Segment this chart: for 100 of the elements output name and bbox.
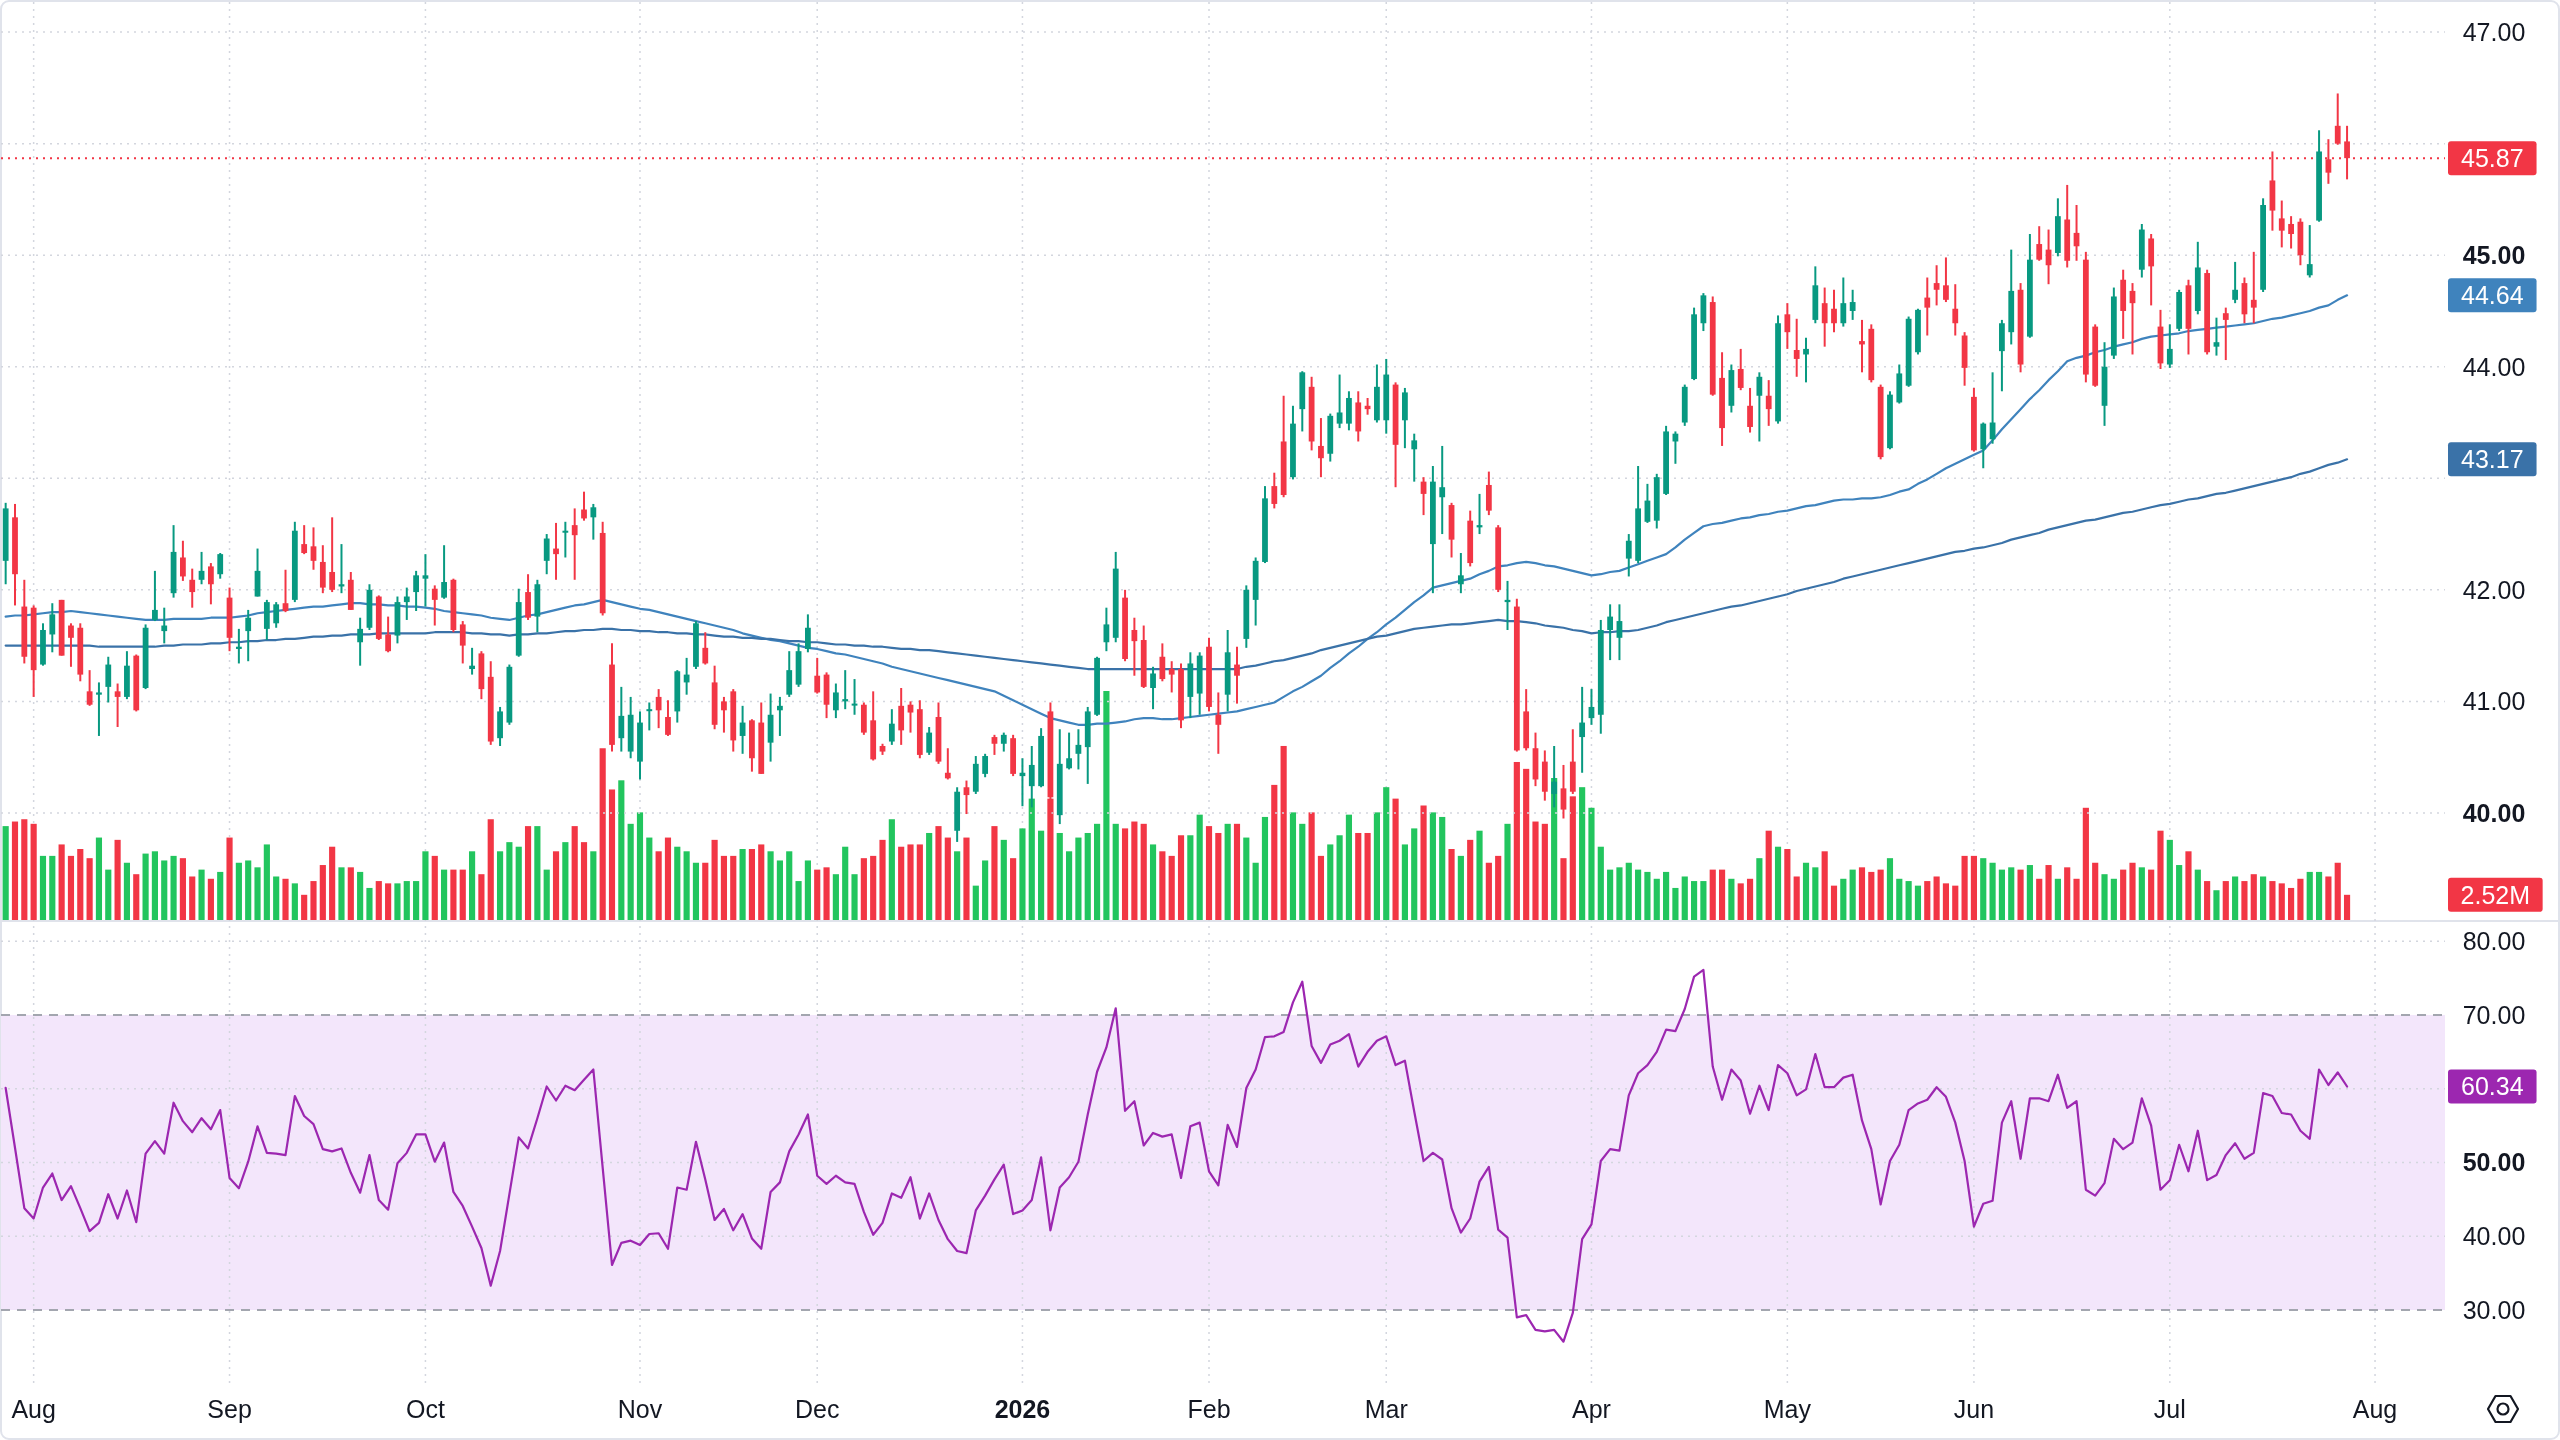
bar <box>39 855 47 920</box>
bar <box>2017 869 2024 920</box>
candlestick <box>832 682 839 720</box>
bar <box>1327 844 1334 920</box>
bar <box>2315 871 2323 920</box>
candlestick <box>618 685 625 753</box>
bar <box>954 851 961 920</box>
bar <box>58 844 65 920</box>
bar <box>2213 890 2220 920</box>
candlestick <box>1756 371 1763 443</box>
bar <box>1401 844 1408 920</box>
bar <box>1821 851 1828 920</box>
bar <box>217 871 224 920</box>
text: 44.64 <box>2460 281 2524 310</box>
candlestick <box>1793 317 1800 378</box>
bar <box>898 846 905 920</box>
candlestick <box>646 701 653 732</box>
candlestick <box>207 562 214 606</box>
line-series <box>4 294 2349 726</box>
candlestick <box>721 695 727 734</box>
bar <box>2185 851 2192 920</box>
bar <box>1093 823 1101 920</box>
candlestick <box>217 552 224 580</box>
bar <box>823 867 830 920</box>
bar <box>1243 837 1250 920</box>
bar <box>1289 812 1297 920</box>
bar <box>2306 871 2313 920</box>
bar <box>1476 830 1483 920</box>
bar <box>1774 846 1782 920</box>
bar <box>618 780 625 920</box>
bar <box>151 851 158 920</box>
bar <box>2129 862 2136 920</box>
bar <box>646 837 653 920</box>
bar <box>441 869 448 920</box>
bar <box>1140 823 1147 920</box>
bar <box>1345 814 1353 920</box>
x-tick-label: May <box>1763 1395 1812 1423</box>
bar <box>1028 798 1035 920</box>
bar <box>1560 858 1567 920</box>
candlestick <box>1457 552 1464 595</box>
bar <box>524 826 532 920</box>
bar <box>1149 844 1157 920</box>
bar <box>842 846 849 920</box>
bar <box>1709 869 1716 920</box>
bar <box>907 844 914 920</box>
bar <box>1728 878 1735 920</box>
x-tick-label: Jun <box>1953 1395 1995 1423</box>
candlestick <box>2278 199 2285 249</box>
candlestick <box>1150 665 1156 711</box>
candlestick <box>273 601 280 629</box>
candlestick <box>431 584 438 627</box>
x-tick-label: Aug <box>2352 1395 2398 1423</box>
y-tick-label: 30.00 <box>2462 1295 2526 1324</box>
bar <box>133 874 140 920</box>
bar <box>786 851 793 920</box>
bar <box>767 851 774 920</box>
bar <box>1252 862 1259 920</box>
candlestick <box>1821 286 1828 348</box>
bar <box>1886 858 1894 920</box>
bar <box>1215 832 1222 920</box>
bar <box>963 837 970 920</box>
bar <box>1112 823 1119 920</box>
bar <box>1467 839 1474 920</box>
x-tick-label: Apr <box>1572 1395 1611 1423</box>
candlestick <box>982 752 989 779</box>
bar <box>450 869 457 920</box>
bar <box>702 862 709 920</box>
bar <box>263 844 270 920</box>
text: 2.52M <box>2460 880 2531 909</box>
y-tick-label: 50.00 <box>2462 1148 2526 1177</box>
bar <box>1700 881 1707 920</box>
candlestick <box>2334 92 2341 146</box>
bar <box>273 876 280 920</box>
bar <box>571 826 578 920</box>
bar <box>1905 881 1912 920</box>
bar <box>1961 855 1968 920</box>
candlestick <box>403 586 410 621</box>
bar <box>114 839 121 920</box>
candlestick <box>571 507 578 581</box>
line-series <box>4 968 2349 1343</box>
bar <box>123 862 131 920</box>
bar <box>86 858 93 920</box>
bar <box>1056 832 1063 920</box>
bar <box>991 826 998 920</box>
bar <box>105 869 112 920</box>
bar <box>366 887 373 920</box>
candlestick <box>543 533 550 576</box>
candlestick <box>114 682 121 729</box>
bar <box>1280 745 1287 920</box>
candlestick <box>1952 283 1959 337</box>
bar <box>2288 887 2295 920</box>
bar <box>226 837 233 920</box>
bar <box>1756 858 1763 920</box>
candlestick <box>2250 250 2257 325</box>
bar <box>2064 867 2071 920</box>
candlestick <box>1943 256 1949 304</box>
candlestick <box>1840 276 1847 328</box>
bar <box>1989 862 1996 920</box>
candlestick <box>655 688 662 730</box>
candlestick <box>991 733 998 756</box>
